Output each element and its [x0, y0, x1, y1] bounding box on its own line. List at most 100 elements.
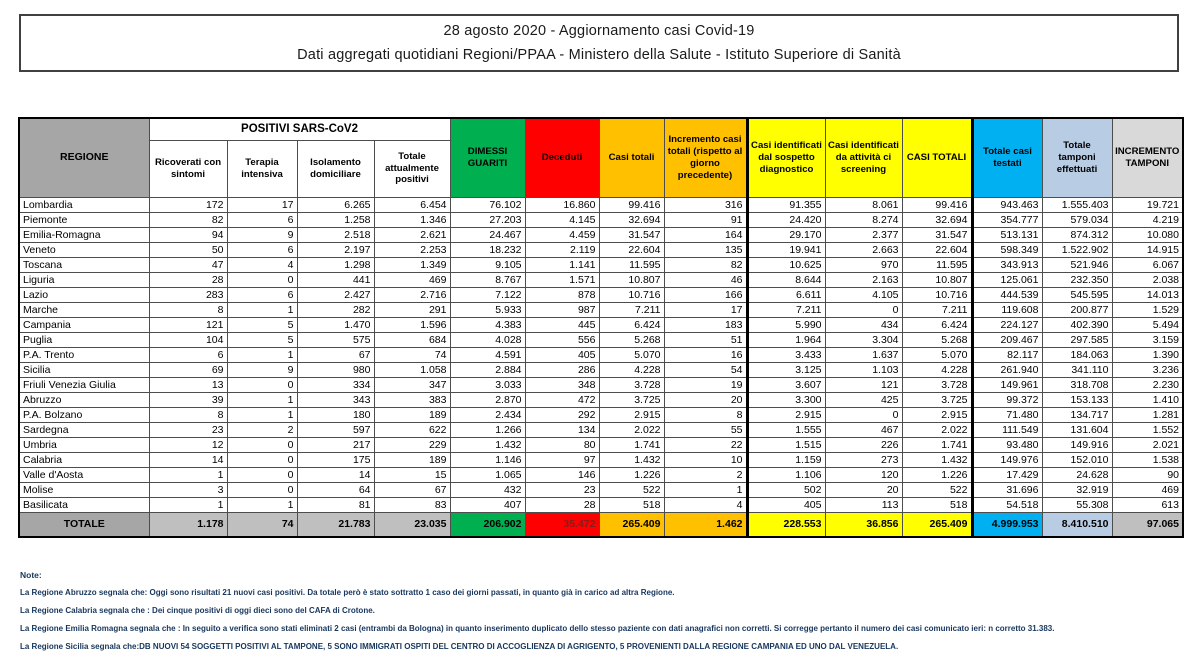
- value-cell: 180: [296, 406, 375, 423]
- value-cell: 81: [296, 496, 375, 513]
- region-name-cell: Liguria: [18, 271, 150, 288]
- value-cell: 469: [373, 271, 451, 288]
- value-cell: 15: [373, 466, 451, 483]
- region-name-cell: Marche: [18, 301, 150, 318]
- value-cell: 134: [524, 421, 600, 438]
- value-cell: 970: [824, 256, 903, 273]
- value-cell: 50: [148, 241, 228, 258]
- region-name-cell: Abruzzo: [18, 391, 150, 408]
- value-cell: 2.663: [824, 241, 903, 258]
- value-cell: 3.033: [449, 376, 526, 393]
- value-cell: 232.350: [1041, 271, 1113, 288]
- value-cell: 0: [226, 376, 298, 393]
- value-cell: 943.463: [970, 196, 1043, 213]
- value-cell: 82.117: [970, 346, 1043, 363]
- value-cell: 120: [824, 466, 903, 483]
- covid-table-wrap: REGIONE POSITIVI SARS-CoV2 DIMESSI GUARITI…: [18, 117, 1184, 538]
- column-header-12: Totale casi testati: [970, 117, 1043, 198]
- value-cell: 22.604: [901, 241, 973, 258]
- value-cell: 2.197: [296, 241, 375, 258]
- value-cell: 297.585: [1041, 331, 1113, 348]
- value-cell: 7.211: [901, 301, 973, 318]
- table-row: Abruzzo 39 1 343 383 2.870 472 3.725 20 3.300 425 3…: [18, 391, 1184, 408]
- value-cell: 316: [663, 196, 748, 213]
- value-cell: 2.716: [373, 286, 451, 303]
- value-cell: 6.067: [1111, 256, 1184, 273]
- value-cell: 71.480: [970, 406, 1043, 423]
- value-cell: 1.964: [745, 331, 826, 348]
- value-cell: 99.416: [901, 196, 973, 213]
- value-cell: 469: [1111, 481, 1184, 498]
- value-cell: 8.644: [745, 271, 826, 288]
- value-cell: 7.122: [449, 286, 526, 303]
- value-cell: 4.028: [449, 331, 526, 348]
- value-cell: 67: [373, 481, 451, 498]
- value-cell: 4.228: [901, 361, 973, 378]
- column-header-1: Ricoverati con sintomi: [148, 139, 228, 198]
- value-cell: 1.390: [1111, 346, 1184, 363]
- value-cell: 2.119: [524, 241, 600, 258]
- value-cell: 46: [663, 271, 748, 288]
- table-row: Umbria 12 0 217 229 1.432 80 1.741 22 1.515 226 1.7…: [18, 436, 1184, 453]
- value-cell: 82: [663, 256, 748, 273]
- value-cell: 29.170: [745, 226, 826, 243]
- value-cell: 1.741: [598, 436, 665, 453]
- value-cell: 54: [663, 361, 748, 378]
- column-header-9: Casi identificati dal sospetto diagnosti…: [745, 117, 826, 198]
- table-row: Molise 3 0 64 67 432 23 522 1 502 20 522 31.696 32.91…: [18, 481, 1184, 498]
- value-cell: 121: [148, 316, 228, 333]
- value-cell: 6: [226, 286, 298, 303]
- value-cell: 3.433: [745, 346, 826, 363]
- value-cell: 69: [148, 361, 228, 378]
- value-cell: 1.258: [296, 211, 375, 228]
- value-cell: 518: [598, 496, 665, 513]
- value-cell: 14: [296, 466, 375, 483]
- value-cell: 19.721: [1111, 196, 1184, 213]
- value-cell: 1.065: [449, 466, 526, 483]
- value-cell: 2.427: [296, 286, 375, 303]
- note-sicilia: La Regione Sicilia segnala che:DB NUOVI …: [20, 642, 899, 651]
- value-cell: 20: [663, 391, 748, 408]
- value-cell: 261.940: [970, 361, 1043, 378]
- value-cell: 93.480: [970, 436, 1043, 453]
- value-cell: 1: [226, 406, 298, 423]
- value-cell: 5.070: [901, 346, 973, 363]
- value-cell: 1.146: [449, 451, 526, 468]
- value-cell: 556: [524, 331, 600, 348]
- value-cell: 10.807: [901, 271, 973, 288]
- value-cell: 82: [148, 211, 228, 228]
- column-header-3: Isolamento domiciliare: [296, 139, 375, 198]
- totale-value-cell: 206.902: [449, 511, 526, 538]
- value-cell: 7.211: [598, 301, 665, 318]
- value-cell: 472: [524, 391, 600, 408]
- value-cell: 6.424: [901, 316, 973, 333]
- value-cell: 200.877: [1041, 301, 1113, 318]
- value-cell: 5: [226, 316, 298, 333]
- value-cell: 90: [1111, 466, 1184, 483]
- value-cell: 17: [226, 196, 298, 213]
- value-cell: 444.539: [970, 286, 1043, 303]
- value-cell: 134.717: [1041, 406, 1113, 423]
- value-cell: 14.915: [1111, 241, 1184, 258]
- region-name-cell: Veneto: [18, 241, 150, 258]
- value-cell: 146: [524, 466, 600, 483]
- value-cell: 2.377: [824, 226, 903, 243]
- value-cell: 19.941: [745, 241, 826, 258]
- value-cell: 1.432: [598, 451, 665, 468]
- value-cell: 613: [1111, 496, 1184, 513]
- table-row: Emilia-Romagna 94 9 2.518 2.621 24.467 4.459 31…: [18, 226, 1184, 243]
- value-cell: 987: [524, 301, 600, 318]
- value-cell: 5.070: [598, 346, 665, 363]
- value-cell: 0: [824, 301, 903, 318]
- value-cell: 97: [524, 451, 600, 468]
- table-row: Piemonte 82 6 1.258 1.346 27.203 4.145 32.694 91…: [18, 211, 1184, 228]
- value-cell: 1.058: [373, 361, 451, 378]
- title-box: 28 agosto 2020 - Aggiornamento casi Covi…: [19, 14, 1179, 72]
- value-cell: 434: [824, 316, 903, 333]
- value-cell: 402.390: [1041, 316, 1113, 333]
- value-cell: 1.266: [449, 421, 526, 438]
- value-cell: 467: [824, 421, 903, 438]
- notes-section: Note: La Regione Abruzzo segnala che: Og…: [20, 570, 1190, 660]
- value-cell: 4.459: [524, 226, 600, 243]
